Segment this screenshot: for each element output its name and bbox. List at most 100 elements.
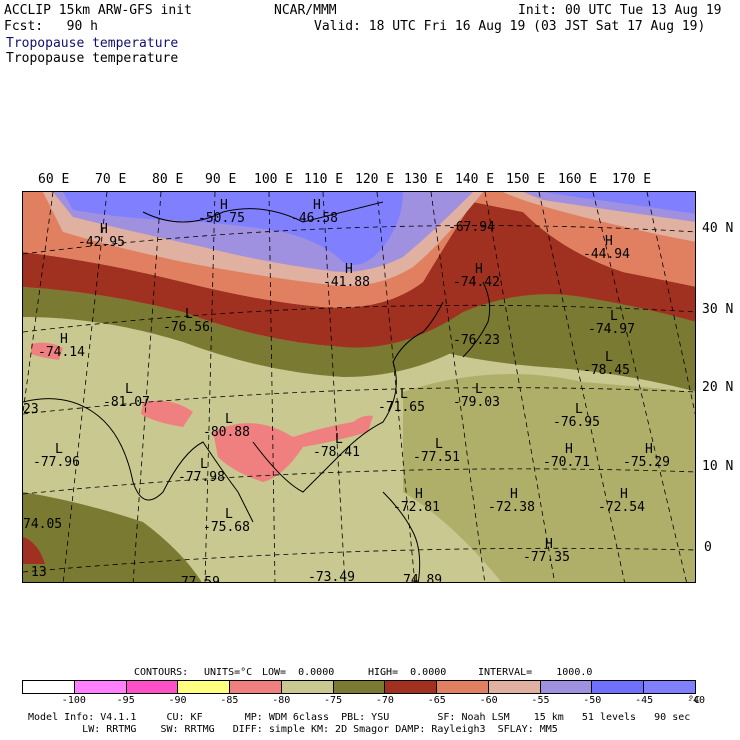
parallel-20n [23,387,695,415]
colorbar-tick-label: -70 [375,695,394,706]
longitude-label: 170 E [612,172,652,187]
extremum-value: -79.03 [453,395,500,410]
extremum-value: -77.98 [178,470,225,485]
colorbar-tick-label: -50 [583,695,602,706]
extremum-value: -81.07 [103,395,150,410]
extremum-value: -77.96 [33,455,80,470]
colorbar-tick-label: -75 [324,695,343,706]
olive-band-northeast [443,292,695,392]
colorbar-tick-label: -90 [168,695,187,706]
colorbar-tick-label: -55 [531,695,550,706]
longitude-label: 130 E [404,172,444,187]
high-marker: H [313,198,321,213]
extremum-value: -72.38 [488,500,535,515]
colorbar-swatch [385,681,438,693]
extremum-value: -74.97 [588,322,635,337]
low-marker: L [55,442,63,457]
high-marker: H [345,262,353,277]
contours-label: CONTOURS: [134,667,189,678]
meridian-130e [430,192,486,582]
contours-high: HIGH= 0.0000 [368,667,447,678]
colorbar-swatch [540,681,593,693]
coastlines [23,201,491,582]
meridian-100e [268,192,276,582]
meridian-110e [322,192,346,582]
coastline-japan [462,281,491,358]
parallel-0 [23,547,695,573]
tropopause-temperature-field [23,192,695,582]
valid-time: Valid: 18 UTC Fri 16 Aug 19 (03 JST Sat … [314,19,706,34]
longitude-label: 120 E [355,172,395,187]
colorbar-tick-label: -100 [61,695,86,706]
contours-units: UNITS=°C [204,667,253,678]
model-info-line2: LW: RRTMG SW: RRTMG DIFF: simple KM: 2D … [28,724,558,735]
extremum-value: -75.68 [203,520,250,535]
low-marker: L [435,437,443,452]
meridian-60e [23,192,54,413]
colorbar-swatch [126,681,179,693]
latitude-label: 10 N [702,459,734,474]
extremum-value: -76.56 [163,320,210,335]
coastline-philippines [382,491,421,582]
map-panel: H -42.95 H -50.75 H -46.58 H -41.88 -67.94 H -44.9… [22,191,696,583]
colorbar-swatch [592,681,645,693]
low-marker: L [335,432,343,447]
extremum-value: -77.51 [413,450,460,465]
longitude-label: 140 E [455,172,495,187]
cold-spot-west [31,342,63,360]
olive-southwest [23,492,202,582]
colorbar-swatch [333,681,386,693]
meridian-160e [592,192,687,582]
meridian-140e [484,192,556,582]
extremum-value: -75.29 [623,455,670,470]
extremum-value: -77.35 [523,550,570,565]
colorbar-swatch [230,681,282,693]
extremum-value: 13 [31,565,47,580]
latitude-label: 30 N [702,302,734,317]
coastline-china [252,301,444,493]
blue-core-asia [63,192,403,265]
longitude-label: 110 E [304,172,344,187]
high-marker: H [645,442,653,457]
extremum-value: -44.94 [583,247,630,262]
high-marker: H [545,537,553,552]
longitude-label: 90 E [205,172,237,187]
low-marker: L [475,382,483,397]
high-marker: H [565,442,573,457]
low-marker: L [185,307,193,322]
run-title: ACCLIP 15km ARW-GFS init [4,3,192,18]
olive-band-central [23,287,453,377]
latitude-label: 20 N [702,380,734,395]
longitude-label: 80 E [152,172,184,187]
latitude-label: 0 [704,540,712,555]
high-marker: H [415,487,423,502]
extremum-value: -41.88 [323,275,370,290]
colorbar-swatch [74,681,127,693]
blue-core-pacific [543,192,695,214]
extremum-value: -78.41 [313,445,360,460]
meridian-70e [62,192,108,582]
low-marker: L [400,387,408,402]
field-title-labels: Tropopause temperature [6,51,179,66]
extremum-value: -72.54 [598,500,645,515]
meridian-150e [538,192,625,582]
meridian-80e [132,192,162,582]
meridian-90e [204,192,216,582]
center-label: NCAR/MMM [274,3,337,18]
field-title-shaded: Tropopause temperature [6,36,179,51]
colorbar-tick-label: -65 [427,695,446,706]
extremum-value: -42.95 [78,235,125,250]
colorbar [22,680,696,694]
border-north [142,201,384,223]
contours-low: LOW= 0.0000 [262,667,335,678]
low-marker: L [225,412,233,427]
low-marker: L [200,457,208,472]
init-time: Init: 00 UTC Tue 13 Aug 19 [518,3,722,18]
extremum-value: -70.71 [543,455,590,470]
meridian-120e [376,192,416,582]
extremum-value: -76.95 [553,415,600,430]
parallel-30n [23,304,695,333]
extremum-value: -76.23 [453,333,500,348]
model-info-line1: Model Info: V4.1.1 CU: KF MP: WDM 6class… [28,712,691,723]
colorbar-tick-label: -60 [479,695,498,706]
